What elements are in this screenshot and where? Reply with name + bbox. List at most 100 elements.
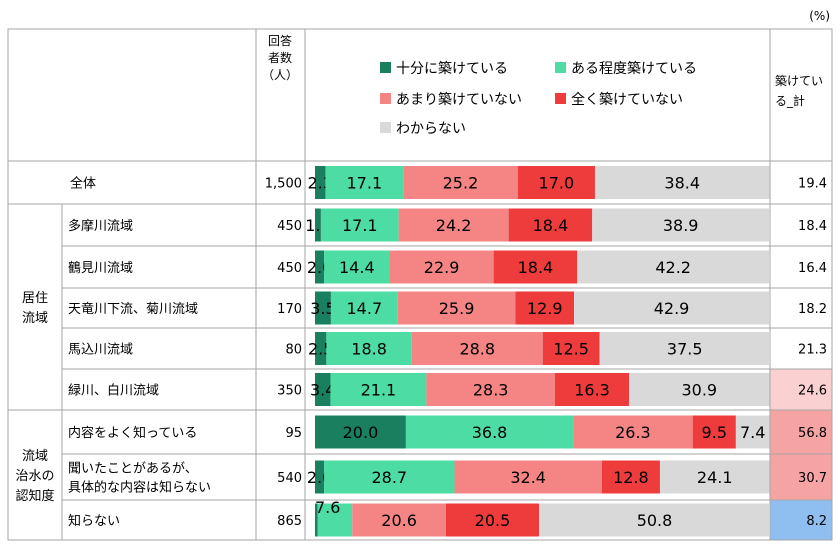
bar-segment [508, 208, 593, 242]
total-built-value: 19.4 [798, 177, 827, 192]
bar-segment [454, 460, 602, 494]
legend-label: わからない [396, 121, 466, 137]
value-label: 12.9 [527, 299, 563, 318]
total-highlight-cell [770, 500, 832, 540]
category-label: 知らない [68, 513, 120, 529]
bar-segment [324, 460, 455, 494]
value-label: 21.1 [361, 381, 397, 400]
respondent-count: 865 [277, 514, 302, 529]
value-label: 28.7 [371, 468, 407, 487]
total-built-value: 18.2 [798, 302, 827, 317]
value-label: 38.9 [663, 216, 699, 235]
sum-header-label: 築けてい [775, 73, 823, 88]
bar-segment [574, 291, 770, 325]
bar-segment [320, 208, 399, 242]
bar-segment [326, 332, 412, 365]
bar-segment [735, 415, 770, 449]
bar-segment [411, 332, 543, 365]
respondent-count: 170 [277, 302, 302, 317]
category-label: 鶴見川流域 [68, 260, 133, 276]
bar-segment [324, 250, 390, 284]
category-label: 聞いたことがあるが、 [68, 462, 198, 477]
group-label: 流域 [22, 311, 48, 326]
legend-label: あまり築けていない [396, 92, 522, 108]
value-label: 30.9 [681, 381, 717, 400]
respondent-count: 95 [285, 426, 302, 441]
respondent-count: 350 [277, 384, 302, 399]
respondent-count: 1,500 [265, 177, 302, 192]
category-label: 緑川、白川流域 [68, 383, 159, 399]
legend-label: 全く築けていない [571, 91, 683, 108]
legend-swatch [380, 62, 391, 73]
bar-segment [317, 503, 353, 537]
category-label: 全体 [70, 176, 96, 192]
total-built-value: 18.4 [798, 219, 827, 234]
value-label: 18.4 [533, 216, 569, 235]
total-built-value: 56.8 [798, 426, 827, 441]
value-label: 7.6 [315, 498, 340, 517]
legend-label: ある程度築けている [571, 61, 697, 77]
n-header-label: 回答 [268, 33, 292, 48]
bar-segment [426, 373, 555, 406]
total-built-value: 24.6 [798, 384, 827, 399]
value-label: 37.5 [667, 340, 703, 359]
value-label: 14.7 [347, 299, 383, 318]
n-header-label: （人） [262, 68, 298, 82]
table-border [7, 28, 833, 541]
bar-segment [493, 250, 578, 284]
category-label: 馬込川流域 [68, 343, 133, 358]
legend-swatch [555, 93, 566, 104]
bar-segment [692, 415, 736, 449]
value-label: 50.8 [637, 511, 673, 530]
bar-segment [445, 503, 540, 537]
bar-segment [397, 291, 516, 325]
bar-segment [398, 208, 509, 242]
bar-segment [515, 291, 575, 325]
bar-segment [315, 166, 326, 199]
bar-segment [403, 166, 518, 199]
bar-segment [592, 208, 770, 242]
bar-segment [554, 373, 630, 406]
value-label: 17.0 [539, 174, 575, 193]
legend-swatch [380, 93, 391, 104]
respondent-count: 540 [277, 471, 302, 486]
value-label: 7.4 [740, 423, 765, 442]
total-built-value: 8.2 [806, 514, 827, 529]
legend-swatch [380, 122, 391, 133]
bar-segment [330, 373, 427, 406]
value-label: 20.5 [475, 511, 511, 530]
legend-swatch [555, 62, 566, 73]
respondent-count: 450 [277, 219, 302, 234]
value-label: 24.1 [697, 468, 733, 487]
bar-segment [325, 166, 404, 199]
value-label: 14.4 [339, 258, 375, 277]
value-label: 25.9 [439, 299, 475, 318]
value-label: 3.5 [310, 299, 335, 318]
bar-segment [315, 460, 325, 494]
bar-segment [594, 166, 770, 199]
category-label: 天竜川下流、菊川流域 [68, 302, 198, 317]
bar-segment [542, 332, 600, 365]
value-label: 32.4 [510, 468, 546, 487]
bar-segment [517, 166, 595, 199]
value-label: 22.9 [424, 258, 460, 277]
total-highlight-cell [770, 454, 832, 500]
group-label: 認知度 [15, 488, 54, 504]
value-label: 12.5 [553, 340, 589, 359]
value-label: 42.2 [655, 258, 691, 277]
value-label: 26.3 [615, 423, 651, 442]
group-label: 流域 [22, 449, 48, 464]
bar-segment [315, 250, 325, 284]
value-label: 38.4 [664, 174, 700, 193]
value-label: 16.3 [574, 381, 610, 400]
bar-segment [629, 373, 770, 406]
group-label: 治水の [15, 469, 54, 484]
category-label: 具体的な内容は知らない [68, 480, 211, 496]
bar-segment [405, 415, 574, 449]
total-highlight-cell [770, 410, 832, 454]
value-label: 42.9 [654, 299, 690, 318]
bar-segment [315, 373, 331, 406]
value-label: 17.1 [342, 216, 378, 235]
unit-note: (%) [809, 9, 830, 23]
